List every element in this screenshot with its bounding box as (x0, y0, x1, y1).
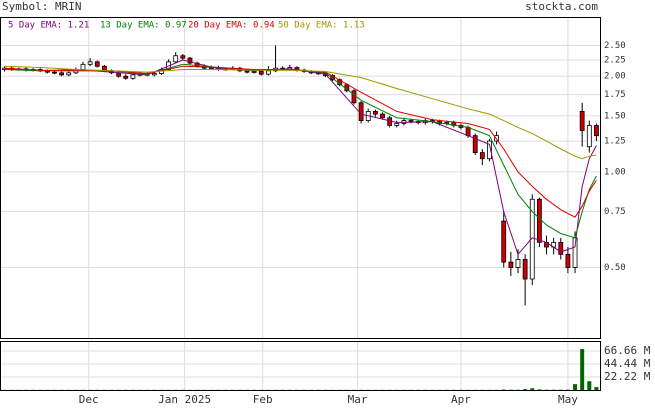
candle-body (509, 262, 513, 267)
candle-body (381, 114, 385, 118)
volume-tick-label: 66.66 M (604, 344, 651, 357)
legend-entry: 5 Day EMA: 1.21 (8, 21, 89, 31)
candle-body (359, 103, 363, 121)
candle-body (181, 56, 185, 58)
candle-body (245, 71, 249, 72)
candle-body (559, 242, 563, 254)
volume-bar (523, 389, 527, 390)
candle-body (395, 123, 399, 125)
candle-body (352, 91, 356, 103)
y-tick-label: 1.00 (604, 167, 626, 177)
candle-body (480, 153, 484, 159)
y-tick-label: 2.00 (604, 72, 626, 82)
y-tick-label: 2.25 (604, 55, 626, 65)
x-tick-label: Mar (348, 393, 368, 406)
y-tick-label: 1.50 (604, 111, 626, 121)
candle-body (124, 76, 128, 78)
legend-entry: 20 Day EMA: 0.94 (188, 21, 275, 31)
candle-body (252, 71, 256, 72)
y-tick-label: 1.75 (604, 90, 626, 100)
candle-body (81, 64, 85, 69)
y-tick-label: 1.25 (604, 137, 626, 147)
candle-body (67, 73, 71, 75)
x-tick-label: Apr (451, 393, 471, 406)
candle-body (88, 62, 92, 65)
candle-body (523, 259, 527, 279)
volume-bar (580, 349, 584, 390)
candle-body (259, 71, 263, 74)
site-label: stockta.com (525, 0, 598, 13)
candle-body (573, 238, 577, 268)
y-tick-label: 0.50 (604, 263, 626, 273)
candle-body (516, 259, 520, 267)
volume-bar (530, 388, 534, 390)
symbol-label: Symbol: MRIN (2, 0, 81, 13)
y-tick-label: 0.75 (604, 207, 626, 217)
candle-body (409, 121, 413, 122)
candle-body (174, 56, 178, 62)
candle-body (537, 199, 541, 242)
x-tick-label: May (558, 393, 578, 406)
y-tick-label: 2.50 (604, 41, 626, 51)
candle-body (152, 73, 156, 74)
candle-body (587, 125, 591, 146)
volume-bar (573, 384, 577, 390)
candle-body (117, 73, 121, 76)
candle-body (594, 125, 598, 135)
x-tick-label: Dec (79, 393, 99, 406)
candle-body (580, 111, 584, 130)
volume-tick-label: 44.44 M (604, 357, 651, 370)
candle-body (52, 72, 56, 73)
candle-body (502, 221, 506, 262)
x-tick-label: Feb (253, 393, 273, 406)
candle-body (131, 75, 135, 78)
legend-entry: 13 Day EMA: 0.97 (100, 21, 187, 31)
legend-entry: 50 Day EMA: 1.13 (278, 21, 365, 31)
volume-bar (537, 389, 541, 390)
volume-bar (587, 381, 591, 390)
candle-body (95, 62, 99, 66)
candle-body (266, 71, 270, 74)
candle-body (373, 111, 377, 114)
x-tick-label: Jan 2025 (158, 393, 211, 406)
candle-body (60, 73, 64, 75)
volume-bar (594, 387, 598, 390)
volume-tick-label: 22.22 M (604, 370, 651, 383)
candle-body (566, 254, 570, 267)
candle-body (466, 127, 470, 135)
